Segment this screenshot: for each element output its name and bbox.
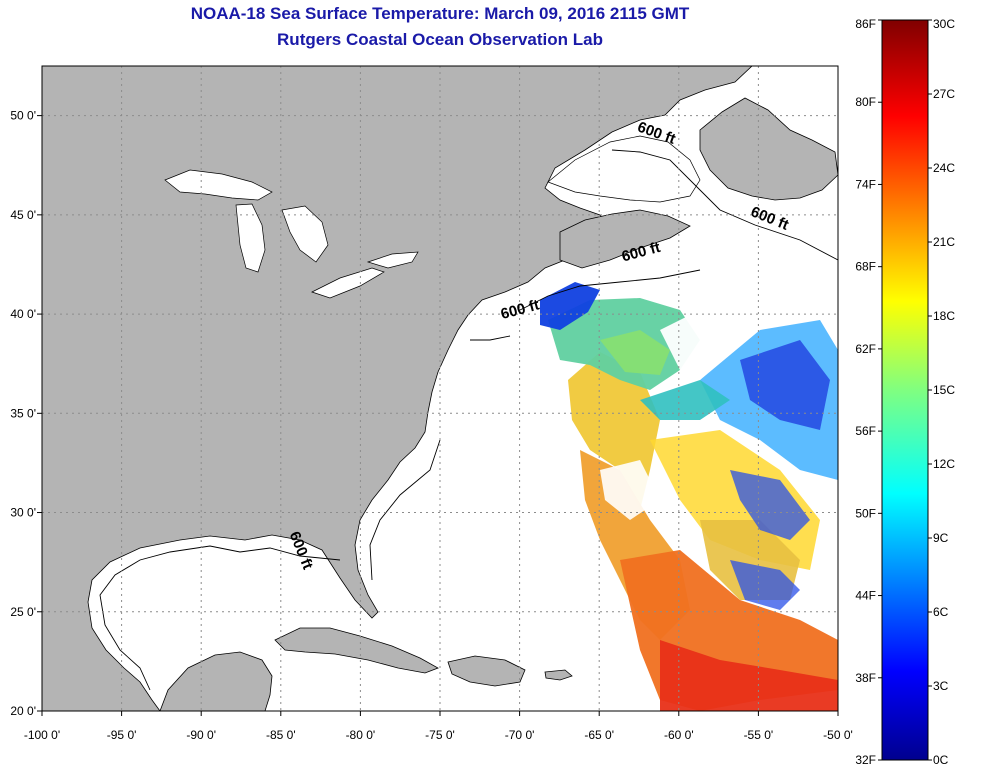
lon-tick-label: -80 0'	[346, 728, 376, 742]
lat-tick-label: 35 0'	[10, 406, 36, 420]
colorbar-c-label: 6C	[933, 605, 949, 619]
colorbar-f-label: 56F	[855, 424, 876, 438]
colorbar-gradient	[881, 19, 929, 761]
lake-erie	[311, 267, 385, 299]
colorbar-c-label: 12C	[933, 457, 955, 471]
lake-superior	[164, 169, 273, 201]
graticule	[42, 66, 838, 711]
lon-tick-label: -85 0'	[266, 728, 296, 742]
newfoundland-land	[699, 97, 838, 201]
map-subtitle: Rutgers Coastal Ocean Observation Lab	[277, 30, 603, 49]
lon-tick-label: -55 0'	[744, 728, 774, 742]
map-axes: 50 0' 45 0' 40 0' 35 0' 30 0' 25 0' 20 0' -100 …	[10, 109, 852, 742]
hispaniola-land	[447, 655, 526, 687]
colorbar-f-label: 50F	[855, 506, 876, 520]
lat-tick-label: 20 0'	[10, 704, 36, 718]
gulf-of-st-lawrence	[547, 135, 701, 203]
colorbar-c-label: 0C	[933, 753, 949, 767]
colorbar-f-label: 86F	[855, 17, 876, 31]
lat-tick-label: 40 0'	[10, 307, 36, 321]
colorbar-c-label: 3C	[933, 679, 949, 693]
colorbar-c-label: 21C	[933, 235, 955, 249]
lake-ontario	[366, 251, 419, 269]
depth-contours	[99, 149, 838, 691]
yucatan-land	[159, 651, 273, 711]
colorbar-f-label: 80F	[855, 95, 876, 109]
colorbar-c-label: 15C	[933, 383, 955, 397]
lat-tick-label: 25 0'	[10, 605, 36, 619]
sst-data	[540, 282, 838, 711]
colorbar-c-label: 9C	[933, 531, 949, 545]
colorbar-f-label: 68F	[855, 260, 876, 274]
lat-tick-label: 30 0'	[10, 506, 36, 520]
colorbar: 86F 80F 74F 68F 62F 56F 50F 44F 38F 32F 30C 27C 24C 2…	[855, 17, 955, 767]
colorbar-f-label: 74F	[855, 177, 876, 191]
lon-tick-label: -95 0'	[107, 728, 137, 742]
colorbar-c-label: 18C	[933, 309, 955, 323]
colorbar-c-label: 24C	[933, 161, 955, 175]
lake-huron	[281, 205, 329, 263]
map-title: NOAA-18 Sea Surface Temperature: March 0…	[190, 4, 690, 23]
lat-tick-label: 50 0'	[10, 109, 36, 123]
lake-michigan	[235, 203, 266, 273]
lat-tick-label: 45 0'	[10, 208, 36, 222]
colorbar-f-label: 62F	[855, 342, 876, 356]
lon-tick-label: -65 0'	[584, 728, 614, 742]
cuba-land	[274, 627, 439, 674]
colorbar-c-label: 27C	[933, 87, 955, 101]
colorbar-f-label: 38F	[855, 671, 876, 685]
lon-tick-label: -70 0'	[505, 728, 535, 742]
lon-tick-label: -75 0'	[425, 728, 455, 742]
puerto-rico-land	[544, 669, 573, 681]
lon-tick-label: -50 0'	[823, 728, 853, 742]
lon-tick-label: -100 0'	[24, 728, 60, 742]
lon-tick-label: -90 0'	[186, 728, 216, 742]
lon-tick-label: -60 0'	[664, 728, 694, 742]
colorbar-c-label: 30C	[933, 17, 955, 31]
colorbar-f-label: 44F	[855, 589, 876, 603]
colorbar-f-label: 32F	[855, 753, 876, 767]
